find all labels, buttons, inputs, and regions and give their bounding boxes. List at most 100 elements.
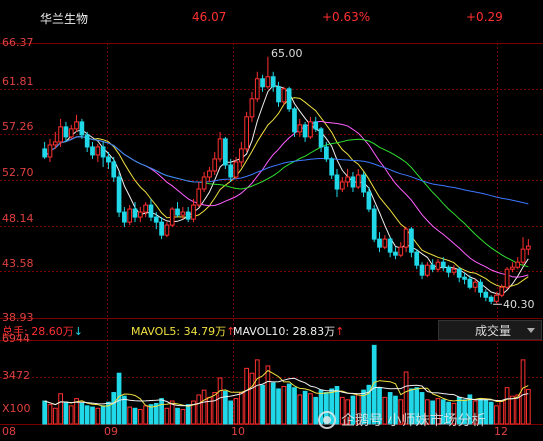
candle-up <box>403 228 409 248</box>
x-label-10: 10 <box>231 425 245 438</box>
candle-up <box>238 148 244 163</box>
volume-bar-up <box>217 377 223 425</box>
volume-bar-up <box>137 408 143 425</box>
volume-bar-down <box>387 392 393 425</box>
price-tick-label: 66.37 <box>2 36 34 49</box>
volume-bar-up <box>403 371 409 425</box>
mavol5-line <box>44 369 529 408</box>
candle-up <box>435 261 441 270</box>
candle-down <box>63 126 69 138</box>
candle-down <box>223 138 228 166</box>
volume-bar-down <box>223 390 228 425</box>
change-amount: +0.29 <box>466 10 503 24</box>
indicator-select[interactable]: 成交量 <box>438 320 542 340</box>
volume-axis-mid: 3472 <box>2 369 30 382</box>
candle-up <box>233 161 239 178</box>
watermark: 企鹅号 小师妹市场分析 <box>318 410 485 430</box>
mavol10: MAVOL10: 28.83万↑ <box>233 323 344 339</box>
indicator-select-value: 成交量 <box>475 323 512 338</box>
candle-up <box>451 268 457 273</box>
volume-bar-up <box>196 394 202 425</box>
volume-bar-down <box>42 400 48 425</box>
volume-bar-up <box>47 404 53 425</box>
volume-total-arrow: ↓ <box>73 325 83 338</box>
price-tick-label: 48.14 <box>2 211 34 225</box>
volume-bar-up <box>525 388 531 425</box>
candle-down <box>350 176 356 188</box>
volume-bar-down <box>334 386 340 425</box>
volume-bar-down <box>185 404 191 425</box>
volume-bar-down <box>350 395 356 425</box>
last-price: 46.07 <box>192 10 227 24</box>
price-tick-label: 43.58 <box>2 257 34 271</box>
candle-down <box>302 124 308 138</box>
volume-bar-down <box>132 407 138 425</box>
volume-bar-down <box>79 402 85 425</box>
volume-bar-up <box>180 408 186 425</box>
volume-bar-up <box>249 372 255 425</box>
high-price-callout: 65.00 <box>271 47 303 60</box>
watermark-text: 企鹅号 小师妹市场分析 <box>341 413 486 429</box>
price-tick-label: 57.26 <box>2 120 34 134</box>
candle-up <box>499 286 505 296</box>
candle-down <box>260 78 265 88</box>
candle-down <box>366 191 372 210</box>
candle-up <box>339 181 345 190</box>
volume-bar-up <box>520 359 526 425</box>
ma60-line <box>44 136 529 205</box>
volume-bar-up <box>244 367 249 425</box>
ma10-line <box>44 97 529 288</box>
volume-bar-up <box>504 387 510 425</box>
candle-down <box>42 148 48 158</box>
volume-bar-up <box>472 400 478 425</box>
volume-bar-down <box>153 402 159 425</box>
volume-bar-up <box>339 396 345 425</box>
mavol5-label: MAVOL5: 34.79万 <box>131 325 227 338</box>
volume-bar-down <box>430 400 436 425</box>
volume-bar-up <box>143 405 149 425</box>
candle-down <box>79 121 85 136</box>
candle-up <box>281 88 287 103</box>
candle-down <box>313 121 319 130</box>
price-tick-label: 38.93 <box>2 311 34 324</box>
candle-up <box>398 246 404 256</box>
volume-axis-unit: X100 <box>2 402 31 415</box>
candle-down <box>292 108 297 133</box>
volume-bar-down <box>122 395 127 425</box>
candle-down <box>419 264 425 276</box>
x-label-09: 09 <box>104 425 118 438</box>
candle-down <box>276 86 281 103</box>
volume-bar-down <box>467 394 473 425</box>
candle-down <box>440 261 446 268</box>
candle-up <box>382 238 388 248</box>
volume-bar-up <box>201 389 207 425</box>
volume-bar-down <box>371 344 377 425</box>
candle-down <box>132 208 138 218</box>
volume-bar-down <box>228 400 234 425</box>
volume-bar-up <box>127 406 133 425</box>
volume-bar-up <box>499 400 505 425</box>
candle-down <box>185 211 191 220</box>
volume-bar-up <box>515 394 521 425</box>
candle-down <box>377 238 382 248</box>
volume-bar-up <box>424 399 430 425</box>
chevron-down-icon <box>527 327 535 333</box>
volume-bar-down <box>302 390 308 425</box>
volume-bar-down <box>419 392 425 425</box>
candlestick-series <box>42 56 531 305</box>
volume-bar-up <box>494 405 499 425</box>
volume-bar-down <box>488 401 494 425</box>
candle-down <box>228 164 234 178</box>
volume-bar-up <box>52 407 58 425</box>
candle-up <box>196 188 202 206</box>
volume-bar-down <box>106 401 111 425</box>
candle-down <box>483 291 489 298</box>
candle-down <box>446 266 451 273</box>
candle-up <box>244 116 249 150</box>
volume-bar-down <box>414 387 420 425</box>
candle-up <box>201 176 207 190</box>
candle-down <box>488 296 494 302</box>
candle-up <box>52 141 58 146</box>
volume-bar-down <box>100 405 106 425</box>
volume-bar-down <box>286 383 292 425</box>
